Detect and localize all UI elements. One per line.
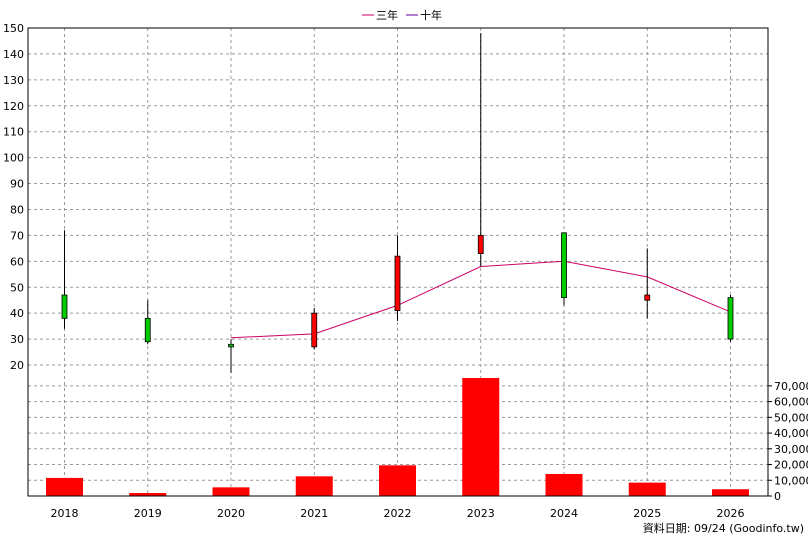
price-tick-label: 40 (10, 307, 24, 320)
volume-tick-label: 30,000 (774, 443, 808, 456)
candle (394, 235, 401, 321)
price-tick-label: 30 (10, 333, 24, 346)
price-tick-label: 50 (10, 281, 24, 294)
volume-tick-label: 0 (774, 490, 781, 503)
year-tick-label: 2023 (467, 507, 495, 520)
candle (61, 230, 68, 329)
candle (311, 308, 318, 350)
price-tick-label: 100 (3, 152, 24, 165)
year-tick-label: 2019 (134, 507, 162, 520)
price-tick-label: 120 (3, 100, 24, 113)
candle-body (644, 294, 651, 301)
volume-tick-label: 60,000 (774, 396, 808, 409)
candle-body (727, 297, 734, 340)
candle-body (61, 294, 68, 319)
candle (144, 300, 151, 345)
volume-tick-label: 40,000 (774, 427, 808, 440)
volume-tick-label: 50,000 (774, 411, 808, 424)
volume-bars (46, 378, 749, 496)
axes: 20 30 40 50 60 70 80 90 100 110 120 130 140 150 0 10,00… (3, 22, 808, 520)
year-tick-label: 2020 (217, 507, 245, 520)
legend: 三年 十年 (362, 8, 442, 22)
candle (228, 339, 234, 373)
volume-tick-label: 20,000 (774, 459, 808, 472)
volume-bar (129, 493, 167, 496)
year-tick-label: 2025 (633, 507, 661, 520)
candle-body (228, 343, 234, 348)
candle-body (311, 312, 318, 348)
volume-bar (212, 487, 250, 496)
volume-bar (295, 476, 333, 496)
candle-body (394, 255, 401, 311)
candlesticks (61, 33, 734, 373)
volume-bar (545, 473, 583, 496)
volume-bar (46, 477, 83, 496)
price-tick-label: 110 (3, 126, 24, 139)
price-tick-label: 90 (10, 178, 24, 191)
year-tick-label: 2022 (384, 507, 412, 520)
candle (727, 295, 734, 342)
volume-tick-label: 70,000 (774, 380, 808, 393)
volume-bar (628, 482, 666, 496)
year-tick-label: 2026 (717, 507, 745, 520)
plot-frame (27, 27, 769, 497)
price-tick-label: 130 (3, 74, 24, 87)
price-tick-label: 150 (3, 22, 24, 35)
price-tick-label: 140 (3, 48, 24, 61)
volume-tick-label: 10,000 (774, 474, 808, 487)
legend-label-10yr: 十年 (420, 8, 442, 22)
candle (477, 33, 484, 267)
legend-label-3yr: 三年 (376, 8, 398, 22)
year-tick-label: 2021 (300, 507, 328, 520)
footnote: 資料日期: 09/24 (Goodinfo.tw) (643, 521, 804, 535)
year-tick-label: 2018 (51, 507, 79, 520)
volume-bar (379, 465, 416, 496)
candle (644, 248, 651, 319)
price-tick-label: 60 (10, 255, 24, 268)
candle-body (561, 232, 567, 299)
candle-body (477, 235, 484, 254)
volume-bar (712, 489, 749, 496)
price-tick-label: 70 (10, 229, 24, 242)
volume-bar (462, 378, 500, 496)
price-tick-label: 20 (10, 359, 24, 372)
candle-body (144, 317, 151, 343)
year-tick-label: 2024 (550, 507, 578, 520)
candle (561, 232, 567, 306)
price-tick-label: 80 (10, 203, 24, 216)
